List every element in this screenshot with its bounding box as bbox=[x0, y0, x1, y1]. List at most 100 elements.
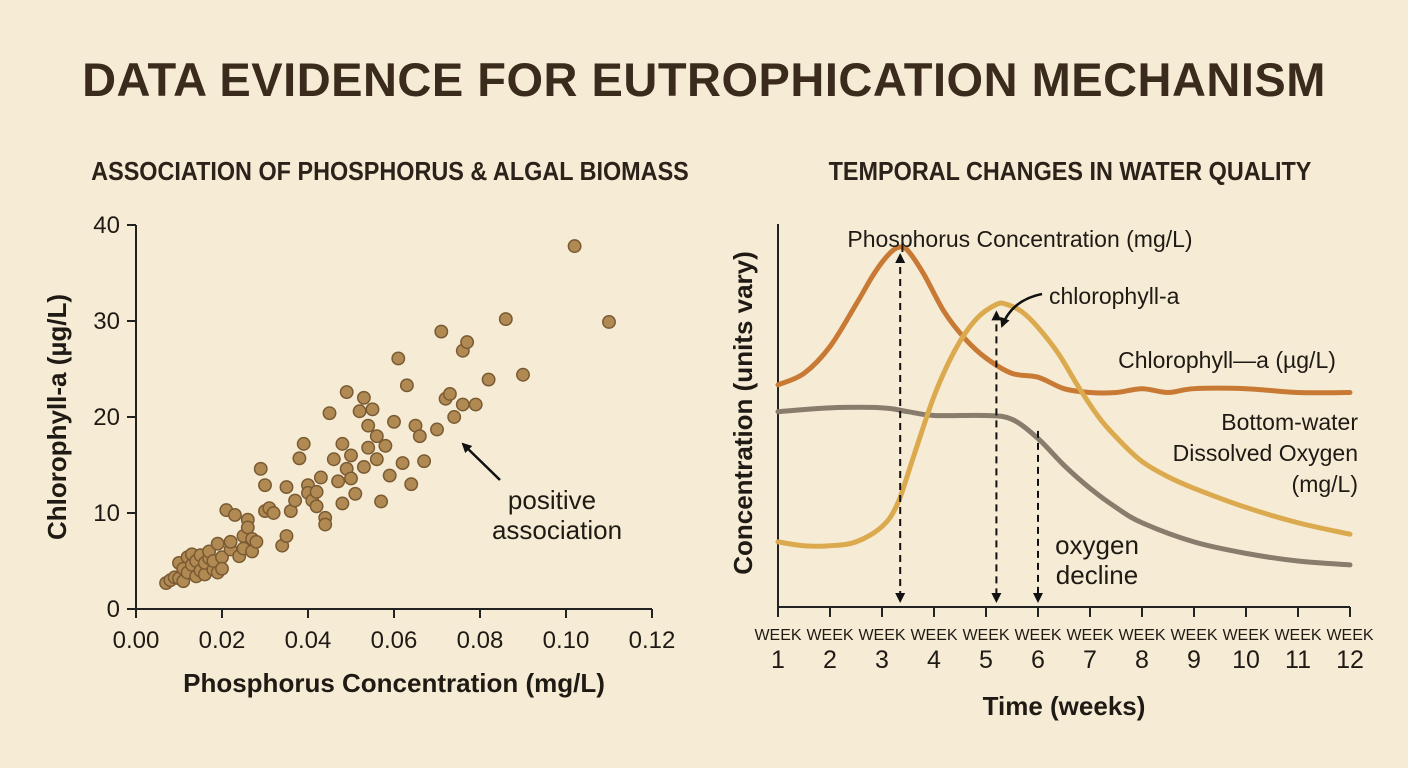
line-x-tick-number: 10 bbox=[1232, 646, 1260, 674]
scatter-point bbox=[442, 387, 457, 401]
scatter-point bbox=[344, 448, 358, 463]
scatter-point bbox=[326, 452, 341, 467]
scatter-point bbox=[516, 367, 530, 382]
scatter-point bbox=[455, 397, 470, 412]
scatter-point bbox=[468, 397, 483, 412]
chlorophyll-pointer-label: chlorophyll-a bbox=[1049, 283, 1180, 309]
phosphorus-series-label: Phosphorus Concentration (mg/L) bbox=[847, 226, 1192, 252]
scatter-point bbox=[356, 390, 371, 405]
line-x-tick-number: 5 bbox=[979, 646, 993, 674]
scatter-point bbox=[227, 507, 242, 522]
scatter-point bbox=[378, 438, 393, 453]
scatter-y-tick-label: 30 bbox=[93, 308, 120, 335]
line-x-tick-word: WEEK bbox=[858, 627, 905, 644]
scatter-point bbox=[279, 480, 294, 495]
oxygen-series-label-line2: Dissolved Oxygen bbox=[1173, 440, 1358, 466]
scatter-x-tick-label: 0.04 bbox=[285, 627, 332, 654]
scatter-point bbox=[387, 414, 401, 429]
line-x-tick-number: 8 bbox=[1135, 646, 1149, 674]
scatter-y-tick-label: 40 bbox=[93, 212, 120, 239]
line-x-tick-word: WEEK bbox=[1170, 627, 1217, 644]
oxygen-series-label-line3: (mg/L) bbox=[1292, 471, 1358, 497]
scatter-point bbox=[361, 418, 376, 433]
scatter-point bbox=[210, 536, 225, 551]
chlorophyll-pointer-arrow bbox=[1000, 292, 1043, 328]
scatter-point bbox=[240, 520, 255, 535]
scatter-point bbox=[348, 486, 363, 501]
scatter-x-tick-label: 0.00 bbox=[113, 627, 160, 654]
scatter-point bbox=[365, 402, 380, 417]
scatter-point bbox=[567, 239, 582, 254]
oxygen-series-label-line1: Bottom-water bbox=[1221, 409, 1358, 435]
scatter-x-tick-label: 0.06 bbox=[371, 627, 418, 654]
scatter-point bbox=[460, 335, 475, 350]
scatter-point bbox=[395, 456, 410, 471]
scatter-point bbox=[412, 429, 427, 444]
scatter-point bbox=[404, 477, 419, 492]
line-x-tick-word: WEEK bbox=[1118, 627, 1165, 644]
line-chart-title: TEMPORAL CHANGES IN WATER QUALITY bbox=[828, 156, 1312, 186]
scatter-point bbox=[318, 517, 333, 532]
scatter-x-tick-label: 0.08 bbox=[457, 627, 504, 654]
scatter-point bbox=[288, 493, 303, 508]
scatter-y-tick-label: 20 bbox=[93, 404, 120, 431]
line-x-tick-word: WEEK bbox=[806, 627, 853, 644]
scatter-point bbox=[335, 436, 350, 451]
line-x-tick-word: WEEK bbox=[910, 627, 957, 644]
scatter-point bbox=[356, 459, 371, 474]
scatter-point bbox=[339, 385, 354, 399]
scatter-point bbox=[279, 529, 294, 543]
scatter-x-tick-label: 0.02 bbox=[199, 627, 246, 654]
scatter-y-tick-label: 0 bbox=[107, 596, 120, 623]
scatter-x-tick-label: 0.10 bbox=[543, 627, 590, 654]
scatter-point bbox=[369, 452, 384, 467]
line-x-tick-word: WEEK bbox=[1274, 627, 1321, 644]
scatter-point bbox=[447, 410, 462, 424]
line-x-tick-word: WEEK bbox=[1014, 627, 1061, 644]
scatter-point bbox=[266, 506, 281, 520]
scatter-point bbox=[602, 315, 616, 329]
line-y-axis-title: Concentration (units vary) bbox=[728, 251, 758, 575]
line-x-tick-number: 9 bbox=[1187, 646, 1201, 674]
line-x-axis-title: Time (weeks) bbox=[983, 691, 1146, 721]
scatter-point bbox=[223, 534, 238, 549]
line-x-tick-number: 11 bbox=[1285, 646, 1311, 674]
scatter-point bbox=[430, 422, 444, 437]
positive-association-label-line1: positive bbox=[508, 485, 596, 515]
scatter-point bbox=[344, 471, 358, 486]
scatter-y-tick-label: 10 bbox=[93, 500, 120, 527]
scatter-point bbox=[215, 561, 229, 576]
scatter-chart: 0.00 0.02 0.04 0.06 0.08 0.10 0.12 0 10 20 30 40 P… bbox=[42, 212, 675, 698]
scatter-point bbox=[258, 478, 272, 493]
line-x-tick-word: WEEK bbox=[1066, 627, 1113, 644]
scatter-point bbox=[391, 351, 406, 366]
scatter-point bbox=[434, 324, 449, 339]
line-x-tick-number: 6 bbox=[1031, 646, 1045, 674]
scatter-point bbox=[369, 429, 384, 444]
scatter-chart-title: ASSOCIATION OF PHOSPHORUS & ALGAL BIOMAS… bbox=[91, 156, 689, 186]
scatter-point bbox=[309, 499, 324, 514]
line-x-tick-number: 2 bbox=[823, 646, 837, 674]
scatter-point bbox=[399, 378, 414, 393]
line-x-tick-number: 3 bbox=[875, 646, 889, 674]
line-x-tick-number: 4 bbox=[927, 646, 941, 674]
scatter-point bbox=[361, 440, 376, 455]
line-x-tick-number: 7 bbox=[1083, 646, 1097, 674]
scatter-point bbox=[352, 404, 367, 419]
scatter-point bbox=[322, 406, 337, 421]
oxygen-decline-label-line2: decline bbox=[1056, 560, 1138, 590]
line-x-tick-number: 1 bbox=[771, 646, 785, 674]
scatter-point bbox=[249, 534, 264, 549]
scatter-point bbox=[417, 454, 432, 469]
scatter-point bbox=[335, 496, 350, 511]
scatter-point bbox=[253, 461, 268, 476]
scatter-x-tick-label: 0.12 bbox=[629, 627, 676, 654]
line-x-tick-word: WEEK bbox=[754, 627, 801, 644]
scatter-point bbox=[498, 312, 513, 327]
scatter-point bbox=[374, 494, 389, 509]
line-x-tick-word: WEEK bbox=[1326, 627, 1373, 644]
positive-association-label-line2: association bbox=[492, 515, 622, 545]
scatter-point bbox=[309, 484, 324, 499]
scatter-point bbox=[313, 470, 328, 485]
